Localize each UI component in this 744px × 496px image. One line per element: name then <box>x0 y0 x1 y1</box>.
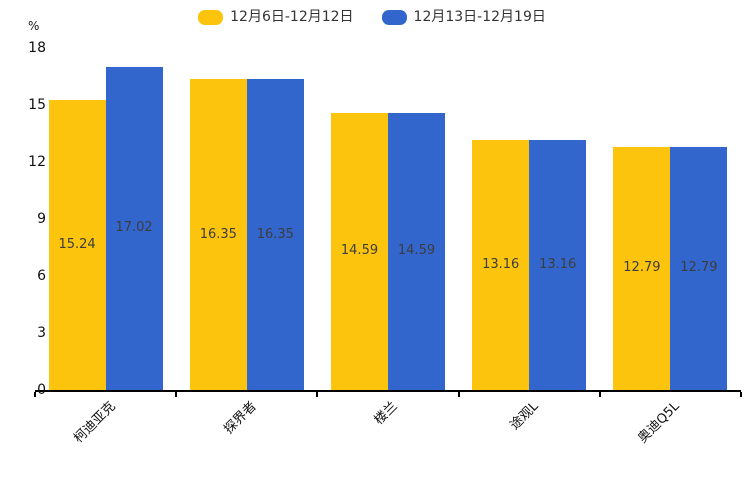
y-tick-label: 18 <box>28 40 46 56</box>
x-axis-tick <box>175 392 178 397</box>
x-tick-label: 柯迪亚克 <box>70 399 119 447</box>
bar-series2[interactable] <box>388 112 445 390</box>
x-axis-line <box>35 390 741 392</box>
bar-value-label: 13.16 <box>539 256 577 272</box>
y-tick-label: 9 <box>37 211 46 227</box>
x-axis-tick <box>316 392 319 397</box>
legend-label: 12月6日-12月12日 <box>230 9 354 25</box>
bar-series1[interactable] <box>472 139 530 390</box>
bar-series1[interactable] <box>189 79 247 390</box>
bar-series2[interactable] <box>670 146 728 390</box>
bar-value-label: 14.59 <box>340 243 379 259</box>
x-tick-label: 楼兰 <box>371 399 401 429</box>
y-tick-label: 12 <box>28 154 46 170</box>
bar-value-label: 15.24 <box>58 237 96 253</box>
bar-value-label: 12.79 <box>623 260 661 276</box>
bar-series1[interactable] <box>48 100 106 390</box>
bar-series2[interactable] <box>105 66 163 390</box>
y-axis-unit-label: % <box>28 19 40 33</box>
legend-swatch-icon <box>198 9 224 25</box>
x-tick-label: 探界者 <box>221 399 260 438</box>
bar-value-label: 16.35 <box>256 226 294 242</box>
bar-series1[interactable] <box>613 146 671 390</box>
x-tick-label: 途观L <box>507 399 542 434</box>
bar-value-label: 14.59 <box>397 243 436 259</box>
x-tick-label: 奥迪Q5L <box>635 399 683 447</box>
bar-value-label: 12.79 <box>680 260 718 276</box>
bar-value-label: 17.02 <box>115 220 153 236</box>
x-axis-tick <box>34 392 36 397</box>
bar-series2[interactable] <box>529 139 587 390</box>
x-axis-tick <box>457 392 460 397</box>
bar-value-label: 13.16 <box>482 256 520 272</box>
y-tick-label: 6 <box>37 268 46 284</box>
y-tick-label: 0 <box>37 382 46 398</box>
y-tick-label: 3 <box>37 325 46 341</box>
x-axis-tick <box>598 392 601 397</box>
legend-label: 12月13日-12月19日 <box>413 9 546 25</box>
legend: 12月6日-12月12日 12月13日-12月19日 <box>0 8 744 26</box>
legend-item[interactable]: 12月6日-12月12日 <box>198 8 354 26</box>
bar-series1[interactable] <box>331 112 388 390</box>
legend-item[interactable]: 12月13日-12月19日 <box>381 8 546 26</box>
bar-series2[interactable] <box>246 79 304 390</box>
x-axis-tick <box>740 392 742 397</box>
legend-swatch-icon <box>381 9 407 25</box>
y-tick-label: 15 <box>28 97 46 113</box>
bar-value-label: 16.35 <box>199 226 237 242</box>
